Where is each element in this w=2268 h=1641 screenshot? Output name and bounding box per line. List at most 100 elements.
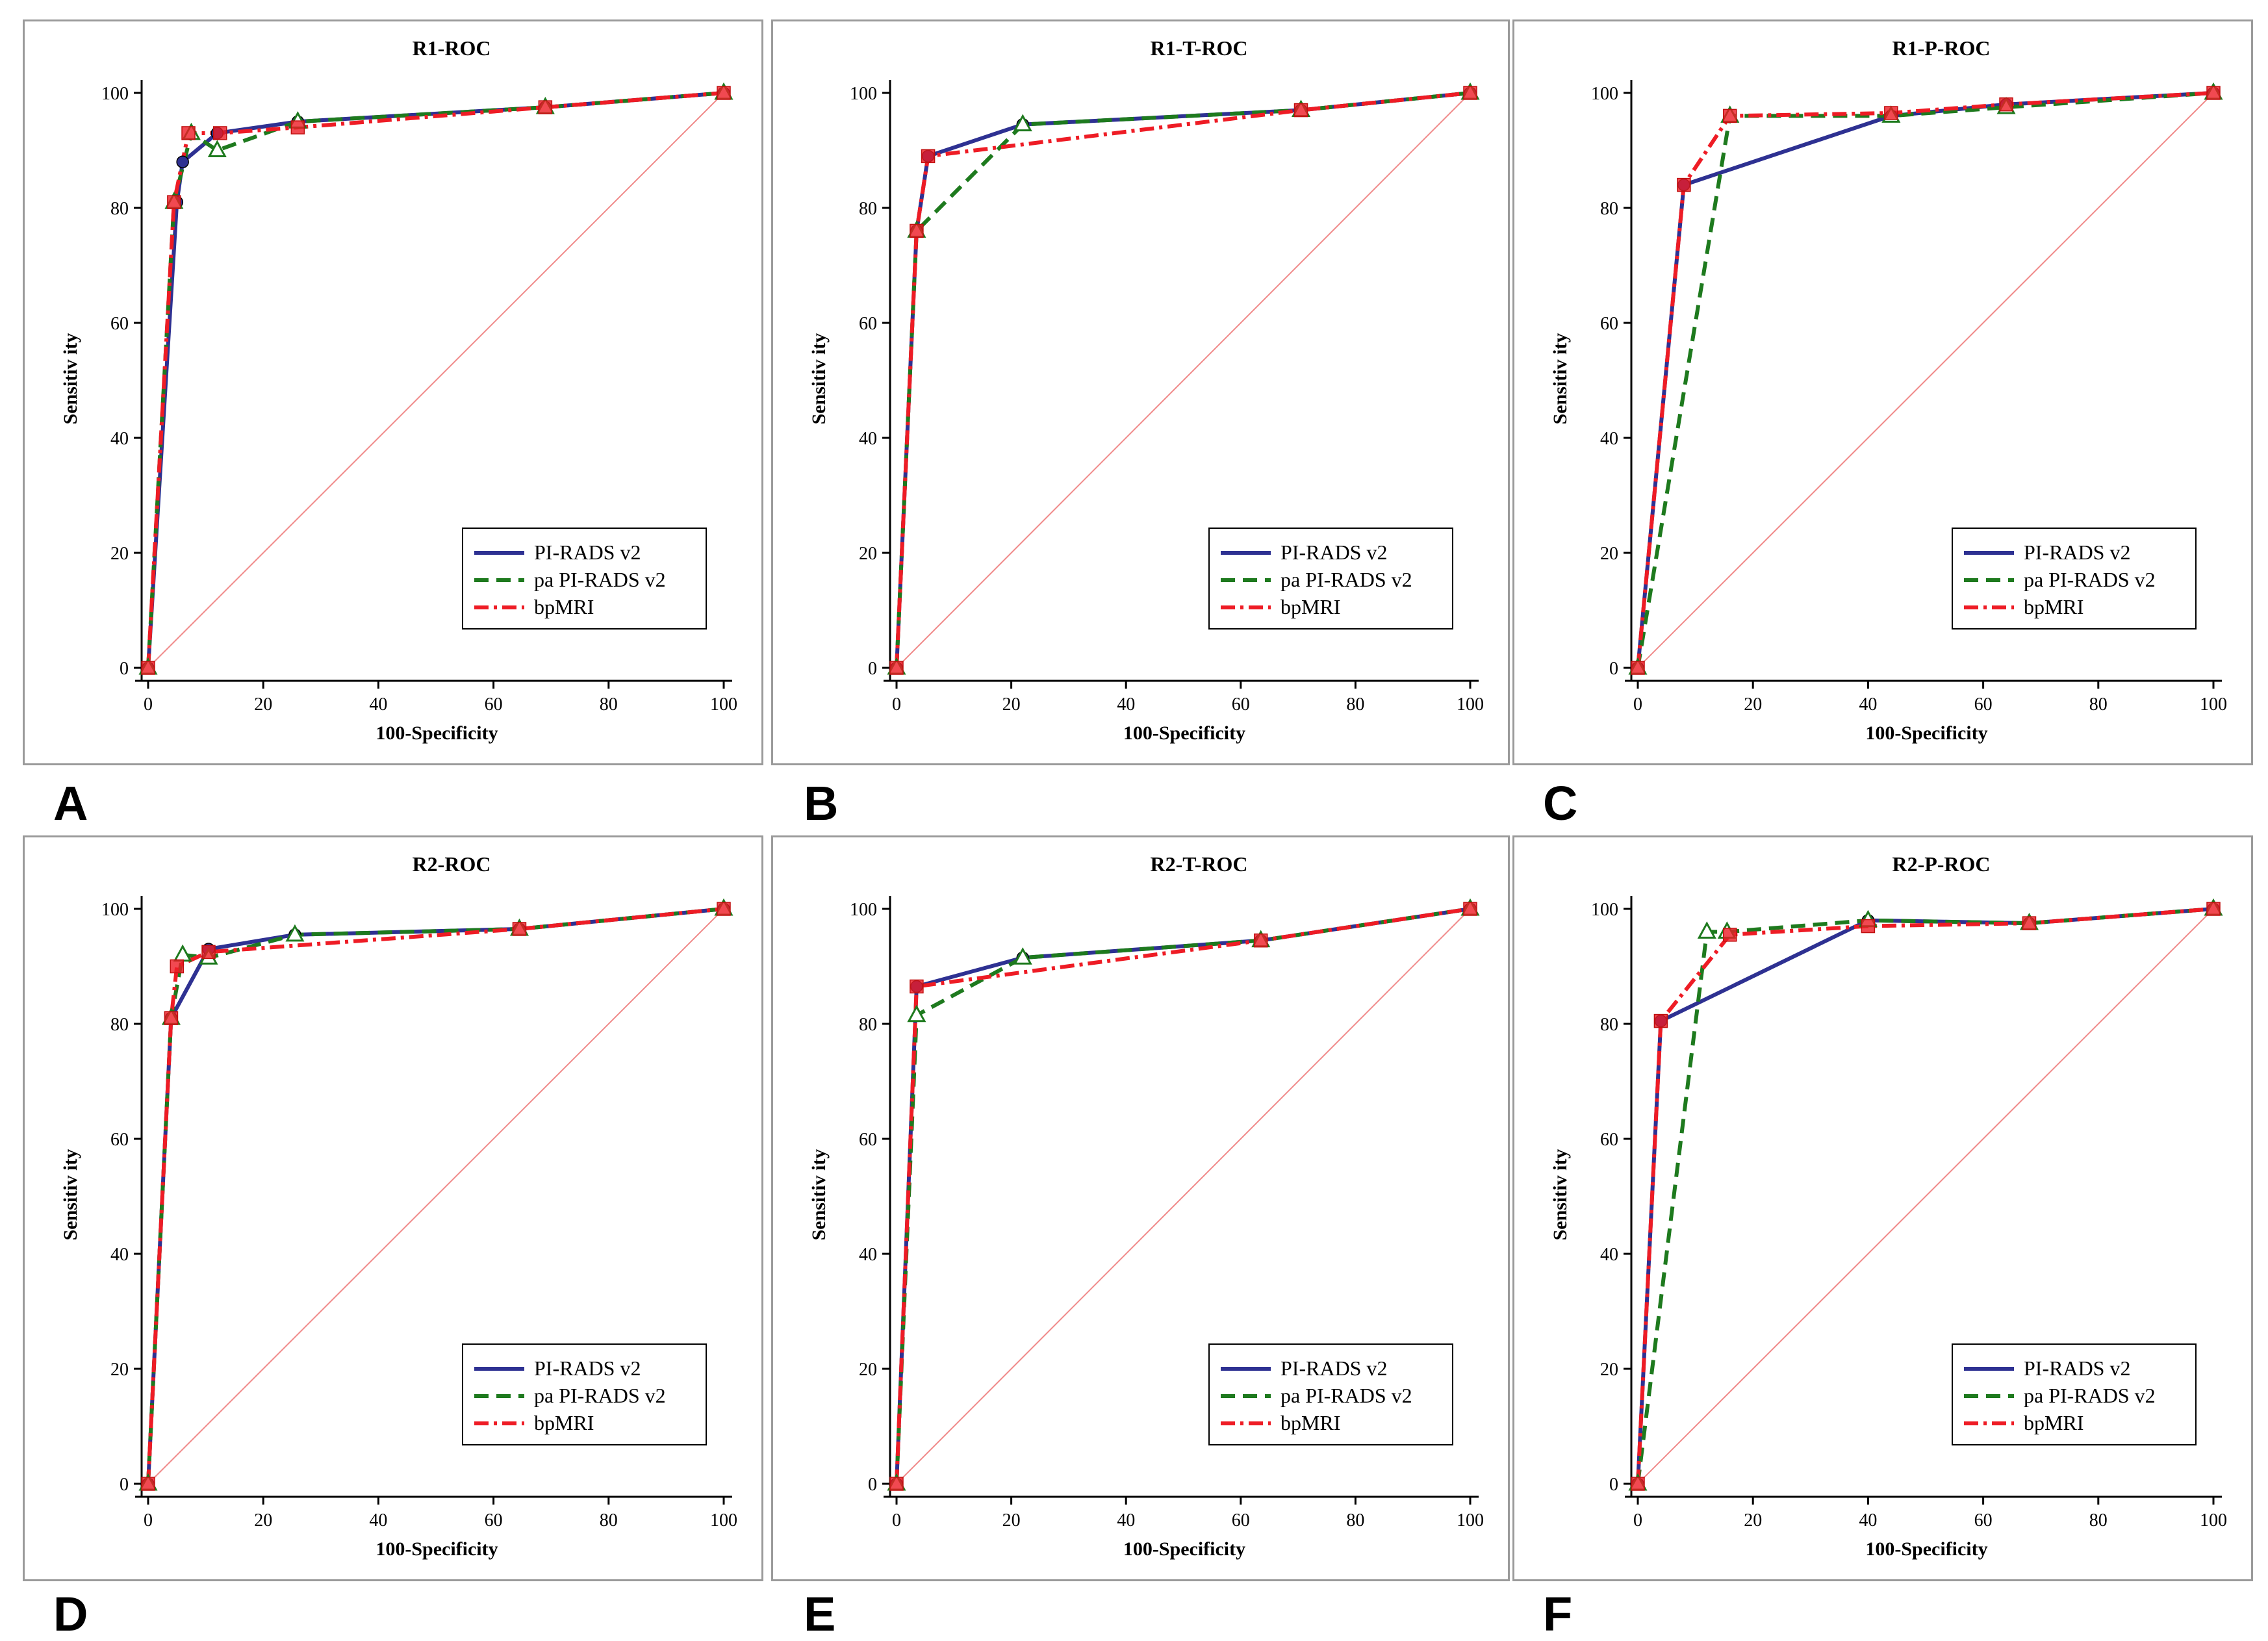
y-axis-label: Sensitiv ity [808,1149,830,1241]
x-axis-label: 100-Specificity [1865,1538,1987,1560]
legend-label: PI-RADS v2 [534,541,641,564]
x-tick-label: 100 [710,694,737,715]
reference-diagonal [896,908,1471,1484]
y-tick-label: 20 [1600,544,1618,564]
x-tick-label: 0 [892,1510,901,1531]
y-axis-label: Sensitiv ity [808,333,830,425]
y-tick-label: 80 [1600,1015,1618,1035]
y-tick-label: 0 [868,1475,877,1495]
x-tick-label: 20 [254,694,272,715]
point-bpmri [1723,928,1737,942]
y-tick-label: 100 [1591,900,1618,920]
point-bpmri [1463,86,1477,100]
point-bpmri [889,1477,904,1491]
x-tick-label: 20 [1744,1510,1762,1531]
x-tick-label: 40 [369,694,387,715]
y-axis-label: Sensitiv ity [1549,333,1571,425]
point-bpmri [170,959,185,974]
panel-letter: A [53,776,88,830]
legend-label: bpMRI [534,595,594,618]
y-tick-label: 40 [859,1245,877,1265]
x-axis-label: 100-Specificity [1123,722,1245,744]
point-bpmri [1884,106,1898,120]
y-tick-label: 40 [859,429,877,449]
x-tick-label: 60 [1974,694,1993,715]
y-tick-label: 100 [101,84,129,104]
point-bpmri [167,195,181,209]
x-tick-label: 60 [1232,694,1250,715]
x-tick-label: 20 [1002,1510,1021,1531]
point-bpmri [201,945,216,960]
legend-label: pa PI-RADS v2 [2024,1384,2156,1407]
point-pa-pi-rads-v2 [1697,921,1716,939]
x-tick-label: 80 [2089,694,2108,715]
reference-diagonal [1637,92,2214,668]
x-tick-label: 40 [1117,694,1135,715]
legend: PI-RADS v2 pa PI-RADS v2 bpMRI [1952,528,2197,630]
chart-title: R1-ROC [413,36,491,60]
chart-title: R2-T-ROC [1151,852,1248,876]
point-bpmri [1861,919,1876,934]
roc-panel-f: R2-P-ROC 0 20 40 60 80 100 0 20 40 60 80 100 100-Spec… [1512,835,2253,1581]
y-tick-label: 40 [110,1245,129,1265]
roc-chart: R1-P-ROC 0 20 40 60 80 100 0 20 40 60 80 100 100-Spec… [1549,36,2227,744]
point-bpmri [1653,1013,1668,1028]
x-tick-label: 100 [1457,694,1484,715]
y-tick-label: 80 [1600,199,1618,219]
point-bpmri [181,126,196,140]
point-bpmri [910,223,924,238]
y-tick-label: 0 [868,659,877,679]
y-tick-label: 80 [110,1015,129,1035]
point-bpmri [1253,933,1268,948]
point-bpmri [512,922,527,936]
x-tick-label: 100 [2200,1510,2227,1531]
chart-title: R1-P-ROC [1892,36,1990,60]
point-bpmri [164,1011,179,1025]
legend-label: pa PI-RADS v2 [1281,568,1412,591]
point-bpmri [1463,902,1477,916]
legend-label: PI-RADS v2 [2024,1356,2130,1380]
y-tick-label: 100 [1591,84,1618,104]
legend-label: bpMRI [2024,595,2083,618]
roc-panel-a: R1-ROC 0 20 40 60 80 100 0 20 40 60 80 100 100-Specif… [23,19,763,765]
y-tick-label: 40 [1600,429,1618,449]
reference-diagonal [147,908,724,1484]
series-line-bpmri [1636,91,2214,668]
point-pi-rads-v2 [176,155,189,168]
y-tick-label: 60 [859,1130,877,1150]
point-bpmri [1631,1477,1645,1491]
y-tick-label: 20 [1600,1360,1618,1380]
x-axis-label: 100-Specificity [1123,1538,1245,1560]
point-bpmri [1631,661,1645,675]
x-tick-label: 40 [369,1510,387,1531]
x-tick-label: 80 [2089,1510,2108,1531]
legend-label: pa PI-RADS v2 [1281,1384,1412,1407]
legend-label: PI-RADS v2 [2024,541,2130,564]
y-tick-label: 100 [101,900,129,920]
x-tick-label: 40 [1859,1510,1877,1531]
legend-label: PI-RADS v2 [534,1356,641,1380]
point-bpmri [2206,902,2221,916]
y-tick-label: 20 [110,1360,129,1380]
x-tick-label: 0 [144,1510,153,1531]
point-bpmri [141,661,155,675]
series-line-bpmri [895,907,1471,1484]
y-tick-label: 60 [1600,1130,1618,1150]
y-tick-label: 0 [1609,1475,1618,1495]
y-tick-label: 100 [850,84,877,104]
x-tick-label: 0 [1633,1510,1642,1531]
point-bpmri [717,86,731,100]
x-tick-label: 60 [1232,1510,1250,1531]
point-bpmri [1723,108,1737,123]
x-tick-label: 0 [892,694,901,715]
panel-letter: B [804,776,839,830]
point-bpmri [538,100,553,114]
point-bpmri [1293,103,1308,118]
point-pa-pi-rads-v2 [1013,947,1032,965]
panel-letter: D [53,1587,88,1641]
reference-diagonal [147,92,724,668]
y-tick-label: 80 [859,1015,877,1035]
y-tick-label: 60 [859,314,877,334]
point-bpmri [1677,177,1691,192]
point-pa-pi-rads-v2 [907,1004,926,1023]
